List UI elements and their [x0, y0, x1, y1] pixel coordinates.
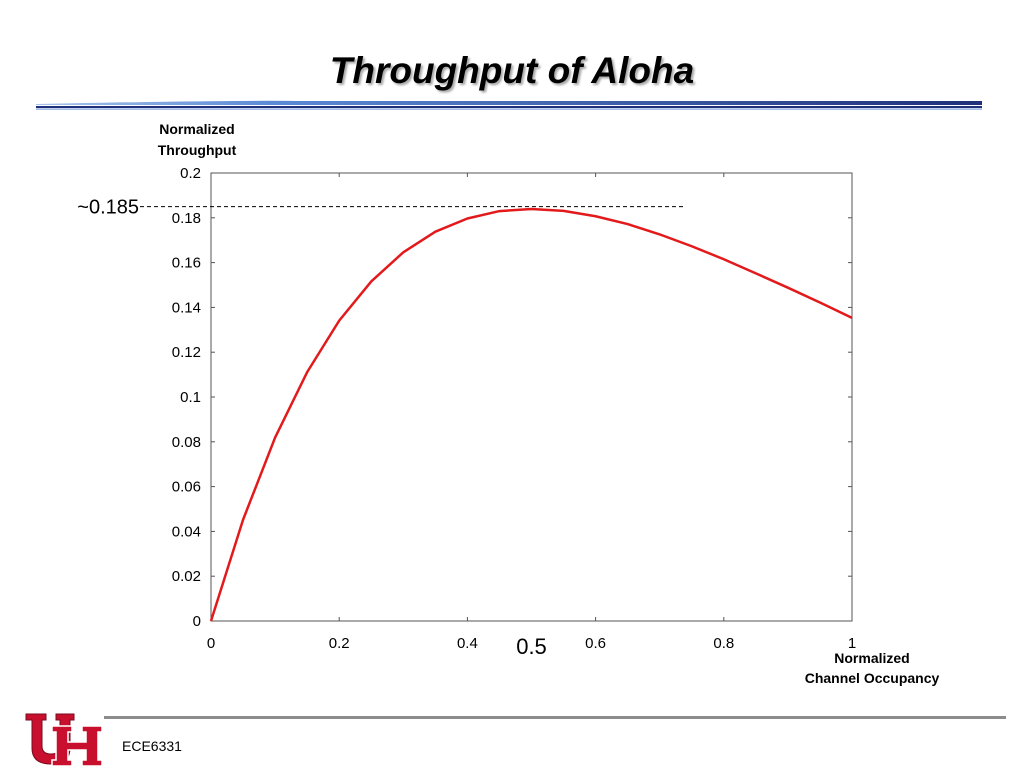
uh-logo: UH: [25, 713, 103, 767]
throughput-curve: [209, 207, 853, 622]
y-tick-label: 0.16: [172, 255, 201, 272]
x-axis-label-line2: Channel Occupancy: [805, 670, 940, 686]
footer-divider: [104, 716, 1006, 719]
y-tick-label: 0.04: [172, 523, 201, 540]
y-tick-label: 0.2: [180, 165, 201, 182]
peak-value-annotation: ~0.185: [77, 197, 139, 219]
y-axis-label-line1: Normalized: [159, 121, 234, 137]
y-tick-label: 0.06: [172, 479, 201, 496]
y-tick-label: 0.1: [180, 389, 201, 406]
y-tick-label: 0.08: [172, 434, 201, 451]
y-tick-label: 0.14: [172, 299, 201, 316]
slide-title: Throughput of Aloha: [329, 50, 695, 91]
x-axis-label-line1: Normalized: [834, 650, 909, 666]
y-tick-label: 0.18: [172, 210, 201, 227]
y-tick-label: 0: [193, 613, 201, 630]
footer-course-code: ECE6331: [122, 738, 182, 754]
x-tick-label: 0.8: [713, 635, 734, 652]
peak-occupancy-annotation: 0.5: [516, 634, 547, 659]
x-tick-label: 1: [848, 635, 856, 652]
x-tick-label: 0.2: [329, 635, 350, 652]
plot-frame: [210, 172, 853, 622]
y-axis-label-line2: Throughput: [158, 142, 237, 158]
y-tick-label: 0.02: [172, 568, 201, 585]
title-divider: [36, 100, 982, 110]
x-tick-label: 0.4: [457, 635, 478, 652]
y-tick-label: 0.12: [172, 344, 201, 361]
x-tick-label: 0.6: [585, 635, 606, 652]
x-tick-label: 0: [207, 635, 215, 652]
